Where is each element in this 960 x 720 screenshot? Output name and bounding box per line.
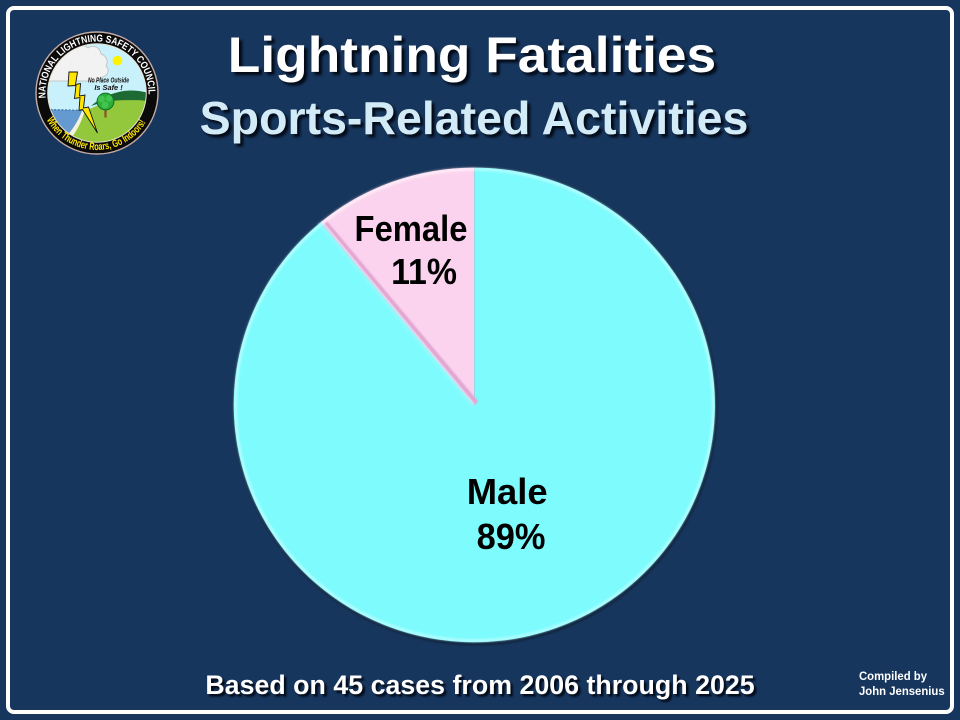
svg-text:No Place Outside: No Place Outside	[88, 76, 129, 85]
svg-text:Is Safe !: Is Safe !	[94, 83, 123, 92]
